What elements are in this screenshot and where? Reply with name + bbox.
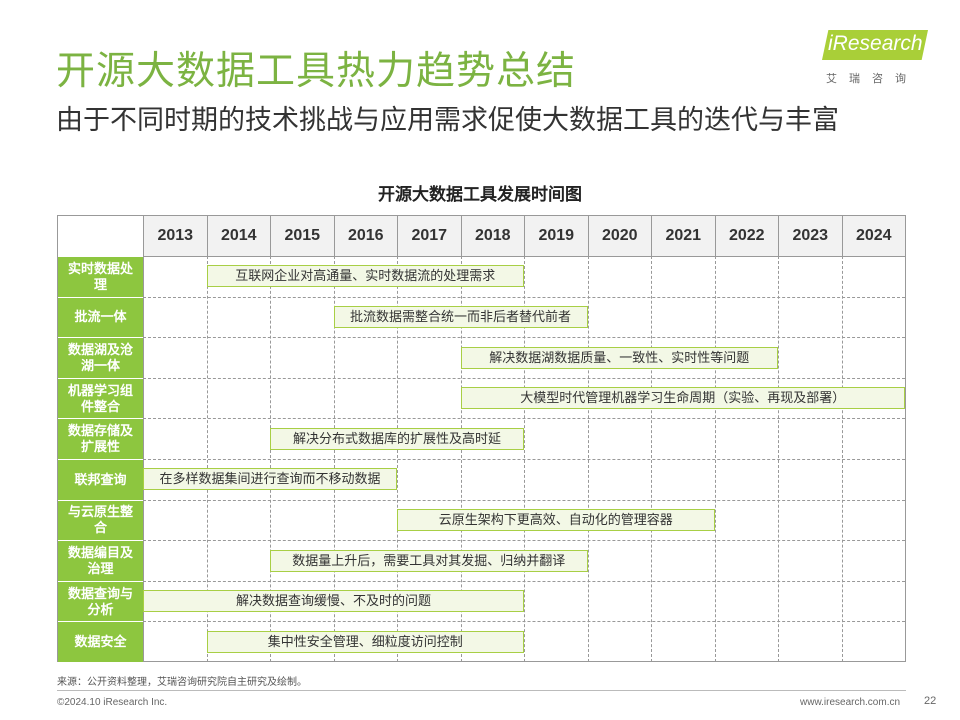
row-label: 机器学习组件整合 xyxy=(58,377,143,419)
timeline-bar: 解决数据查询缓慢、不及时的问题 xyxy=(143,590,524,613)
timeline-bar: 在多样数据集间进行查询而不移动数据 xyxy=(143,468,397,491)
grid-row-divider xyxy=(143,296,905,298)
timeline-bar: 大模型时代管理机器学习生命周期（实验、再现及部署） xyxy=(460,387,905,410)
grid-row-divider xyxy=(143,459,905,460)
year-header-2024: 2024 xyxy=(841,216,905,256)
page-number: 22 xyxy=(924,695,937,707)
row-label: 数据编目及治理 xyxy=(58,540,143,581)
row-label: 联邦查询 xyxy=(58,459,143,500)
row-label: 与云原生整合 xyxy=(58,499,143,541)
source-note: 来源：公开资料整理，艾瑞咨询研究院自主研究及绘制。 xyxy=(57,677,307,688)
grid-row-divider xyxy=(143,621,905,623)
header-divider xyxy=(58,256,905,257)
row-label: 数据查询与分析 xyxy=(58,580,143,622)
grid-row-divider xyxy=(143,580,905,582)
year-header-2022: 2022 xyxy=(714,216,778,256)
year-header-2018: 2018 xyxy=(460,216,524,256)
page-subtitle: 由于不同时期的技术挑战与应用需求促使大数据工具的迭代与丰富 xyxy=(56,105,839,135)
timeline-table: 2013 2014 2015 2016 2017 2018 2019 2020 2021 2022… xyxy=(57,215,906,662)
grid-row-divider xyxy=(143,540,905,542)
timeline-bar: 互联网企业对高通量、实时数据流的处理需求 xyxy=(206,265,524,288)
year-header-2016: 2016 xyxy=(333,216,397,256)
row-label: 数据存储及扩展性 xyxy=(58,418,143,459)
timeline-bar: 集中性安全管理、细粒度访问控制 xyxy=(206,630,524,653)
table-corner xyxy=(58,216,143,256)
year-header-2023: 2023 xyxy=(778,216,842,256)
grid-row-divider xyxy=(143,418,905,420)
timeline-bar: 批流数据需整合统一而非后者替代前者 xyxy=(333,305,588,328)
grid-row-divider xyxy=(143,499,905,501)
copyright-text: ©2024.10 iResearch Inc. xyxy=(57,697,168,708)
grid-row-divider xyxy=(143,337,905,339)
row-label: 批流一体 xyxy=(58,296,143,338)
chart-title: 开源大数据工具发展时间图 xyxy=(378,185,582,204)
year-header-2021: 2021 xyxy=(651,216,715,256)
timeline-bar: 云原生架构下更高效、自动化的管理容器 xyxy=(397,508,715,531)
year-header-2013: 2013 xyxy=(143,216,207,256)
year-header-2015: 2015 xyxy=(270,216,334,256)
site-url: www.iresearch.com.cn xyxy=(800,697,901,708)
grid-row-divider xyxy=(143,377,905,379)
logo-badge xyxy=(822,30,928,60)
timeline-bar: 数据量上升后，需要工具对其发掘、归纳并翻译 xyxy=(270,549,588,572)
footer-divider xyxy=(57,690,906,691)
row-label: 数据湖及沧湖一体 xyxy=(58,337,143,378)
year-header-2014: 2014 xyxy=(206,216,270,256)
year-header-2019: 2019 xyxy=(524,216,588,256)
year-header-2017: 2017 xyxy=(397,216,461,256)
page-title: 开源大数据工具热力趋势总结 xyxy=(56,50,577,93)
iresearch-logo: iResearch 艾瑞咨询 xyxy=(822,30,932,86)
row-label: 实时数据处理 xyxy=(58,256,143,297)
year-header-2020: 2020 xyxy=(587,216,651,256)
timeline-bar: 解决分布式数据库的扩展性及高时延 xyxy=(270,427,524,450)
logo-cn-text: 艾瑞咨询 xyxy=(826,73,918,85)
row-label: 数据安全 xyxy=(58,621,143,662)
logo-text: iResearch xyxy=(828,32,923,55)
timeline-bar: 解决数据湖数据质量、一致性、实时性等问题 xyxy=(460,346,778,369)
